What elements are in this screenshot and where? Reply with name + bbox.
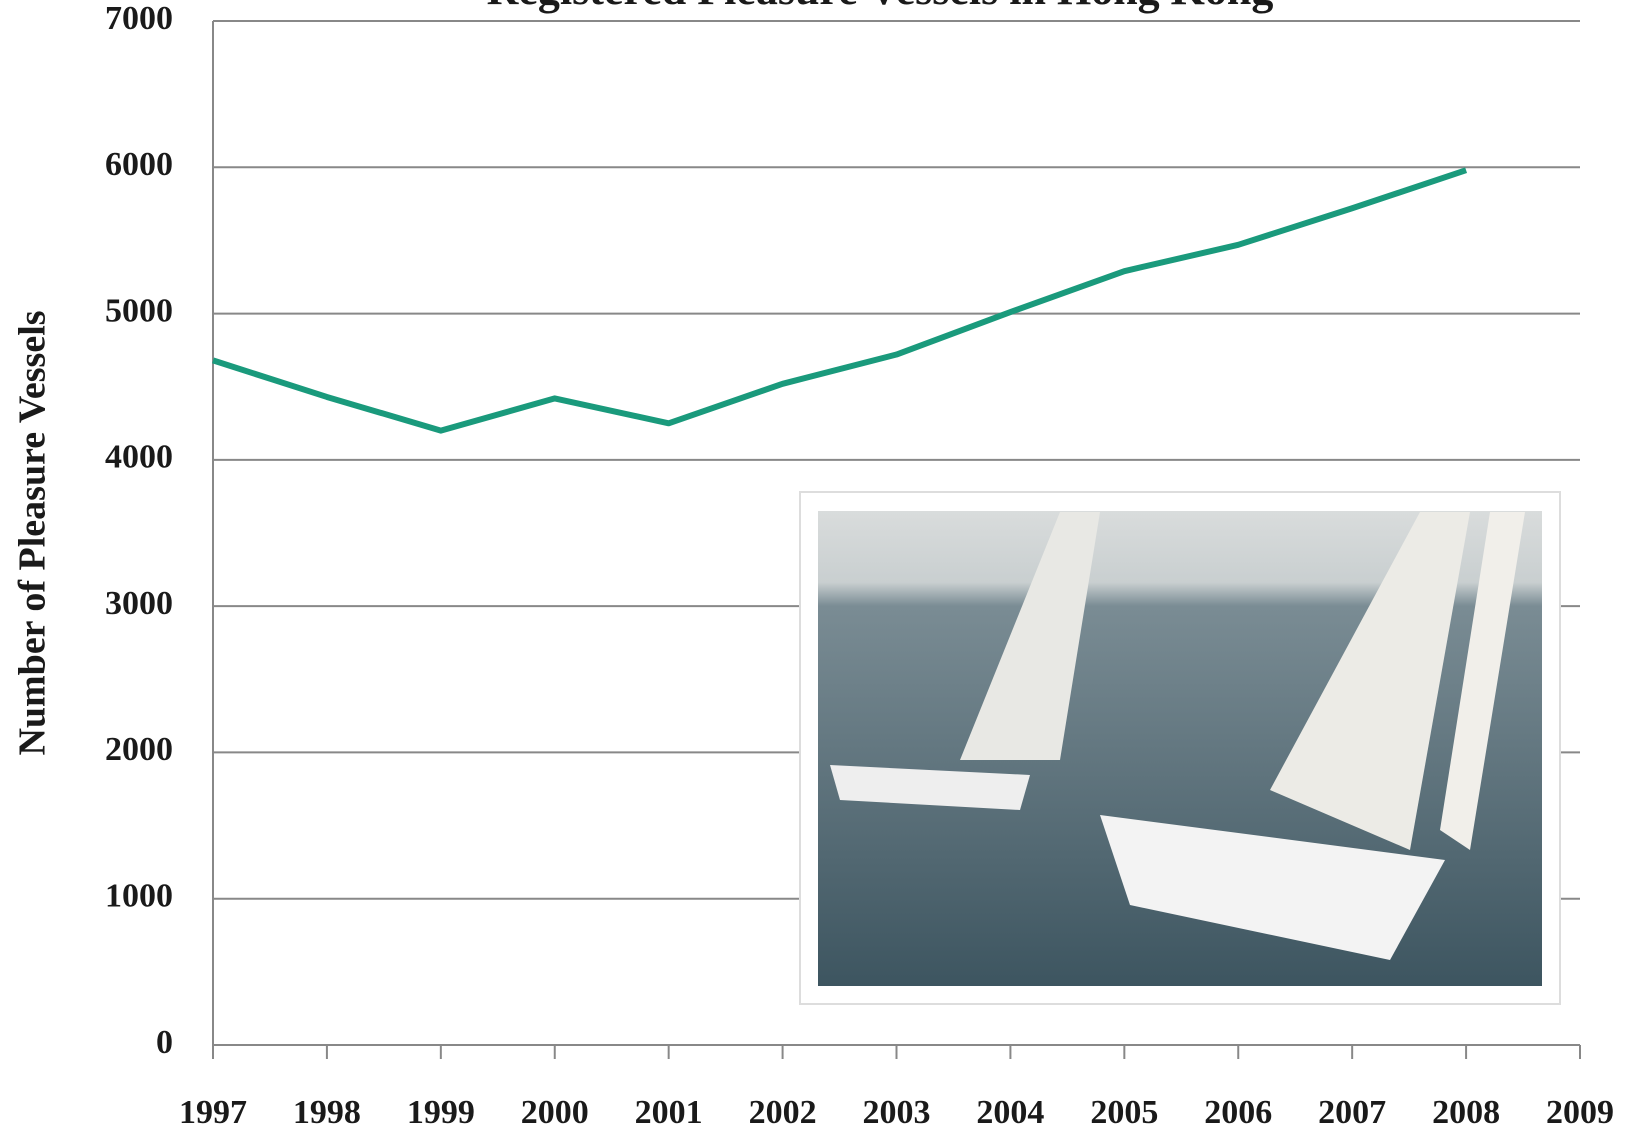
x-tick-label: 2002 (749, 1094, 817, 1131)
x-tick-label: 2000 (521, 1094, 589, 1131)
y-tick-label: 5000 (105, 292, 173, 329)
x-tick-label: 2009 (1546, 1094, 1614, 1131)
chart-title: Registered Pleasure Vessels in Hong Kong (487, 0, 1274, 14)
x-tick-label: 2006 (1204, 1094, 1272, 1131)
x-tick-label: 2007 (1318, 1094, 1386, 1131)
y-tick-label: 6000 (105, 146, 173, 183)
y-tick-label: 2000 (105, 731, 173, 768)
x-tick-label: 2005 (1090, 1094, 1158, 1131)
y-tick-label: 3000 (105, 585, 173, 622)
y-tick-label: 1000 (105, 878, 173, 915)
photo (799, 491, 1561, 1005)
y-tick-label: 4000 (105, 439, 173, 476)
x-tick-label: 1998 (293, 1094, 361, 1131)
plot (212, 167, 1468, 434)
line (212, 167, 1468, 434)
x-tick-label: 2003 (863, 1094, 931, 1131)
y-tick-label: 0 (156, 1024, 173, 1061)
x-tick-label: 2001 (635, 1094, 703, 1131)
y-axis-label: Number of Pleasure Vessels (12, 310, 54, 755)
x-tick-label: 1997 (179, 1094, 247, 1131)
y-tick-label: 7000 (105, 0, 173, 37)
x-tick-label: 2008 (1432, 1094, 1500, 1131)
x-tick-label: 1999 (407, 1094, 475, 1131)
x-tick-label: 2004 (976, 1094, 1044, 1131)
